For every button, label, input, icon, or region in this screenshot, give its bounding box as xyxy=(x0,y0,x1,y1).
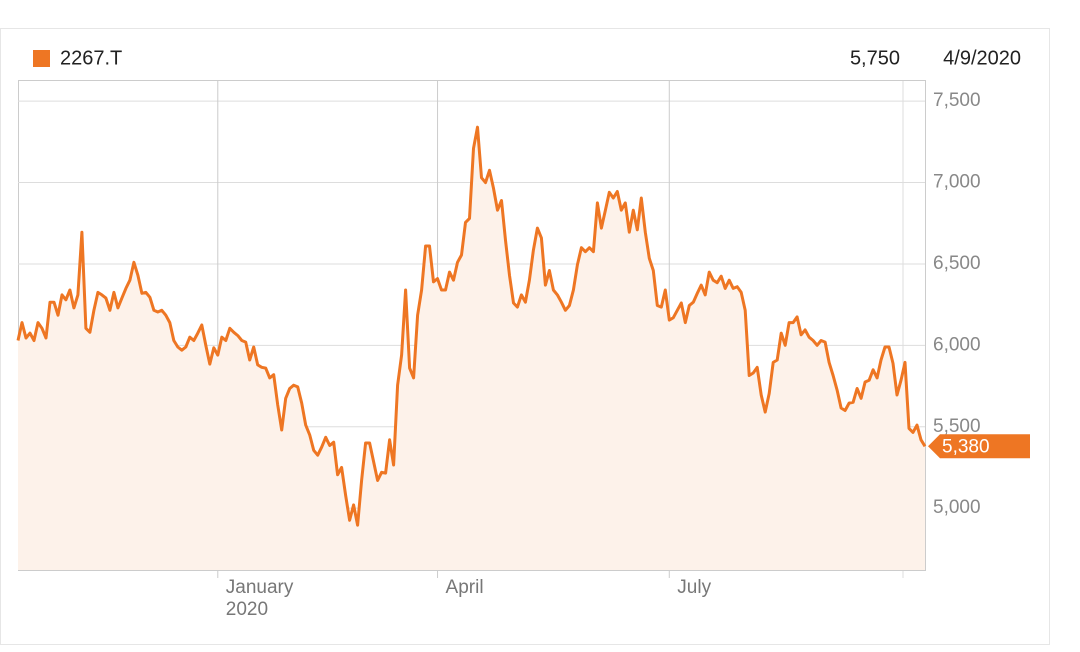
hover-date: 4/9/2020 xyxy=(943,47,1021,69)
y-tick-label: 7,500 xyxy=(933,90,981,111)
x-tick-label: April xyxy=(445,577,484,598)
y-tick-label: 6,500 xyxy=(933,253,981,274)
y-tick-label: 5,000 xyxy=(933,497,981,518)
y-tick-label: 6,000 xyxy=(933,334,981,355)
area xyxy=(18,127,925,570)
price-tag xyxy=(928,434,1030,459)
hover-value: 5,750 xyxy=(850,47,900,69)
x-tick-label: July xyxy=(677,577,712,598)
line xyxy=(16,125,927,527)
y-tick-label: 5,500 xyxy=(933,416,981,437)
x-tick-label: January 2020 xyxy=(225,577,294,620)
plot-area xyxy=(18,80,926,571)
price-tag-label: 5,380 xyxy=(942,436,990,457)
legend-label: 2267.T xyxy=(60,47,122,69)
y-tick-label: 7,000 xyxy=(933,172,981,193)
legend-swatch xyxy=(33,50,50,67)
